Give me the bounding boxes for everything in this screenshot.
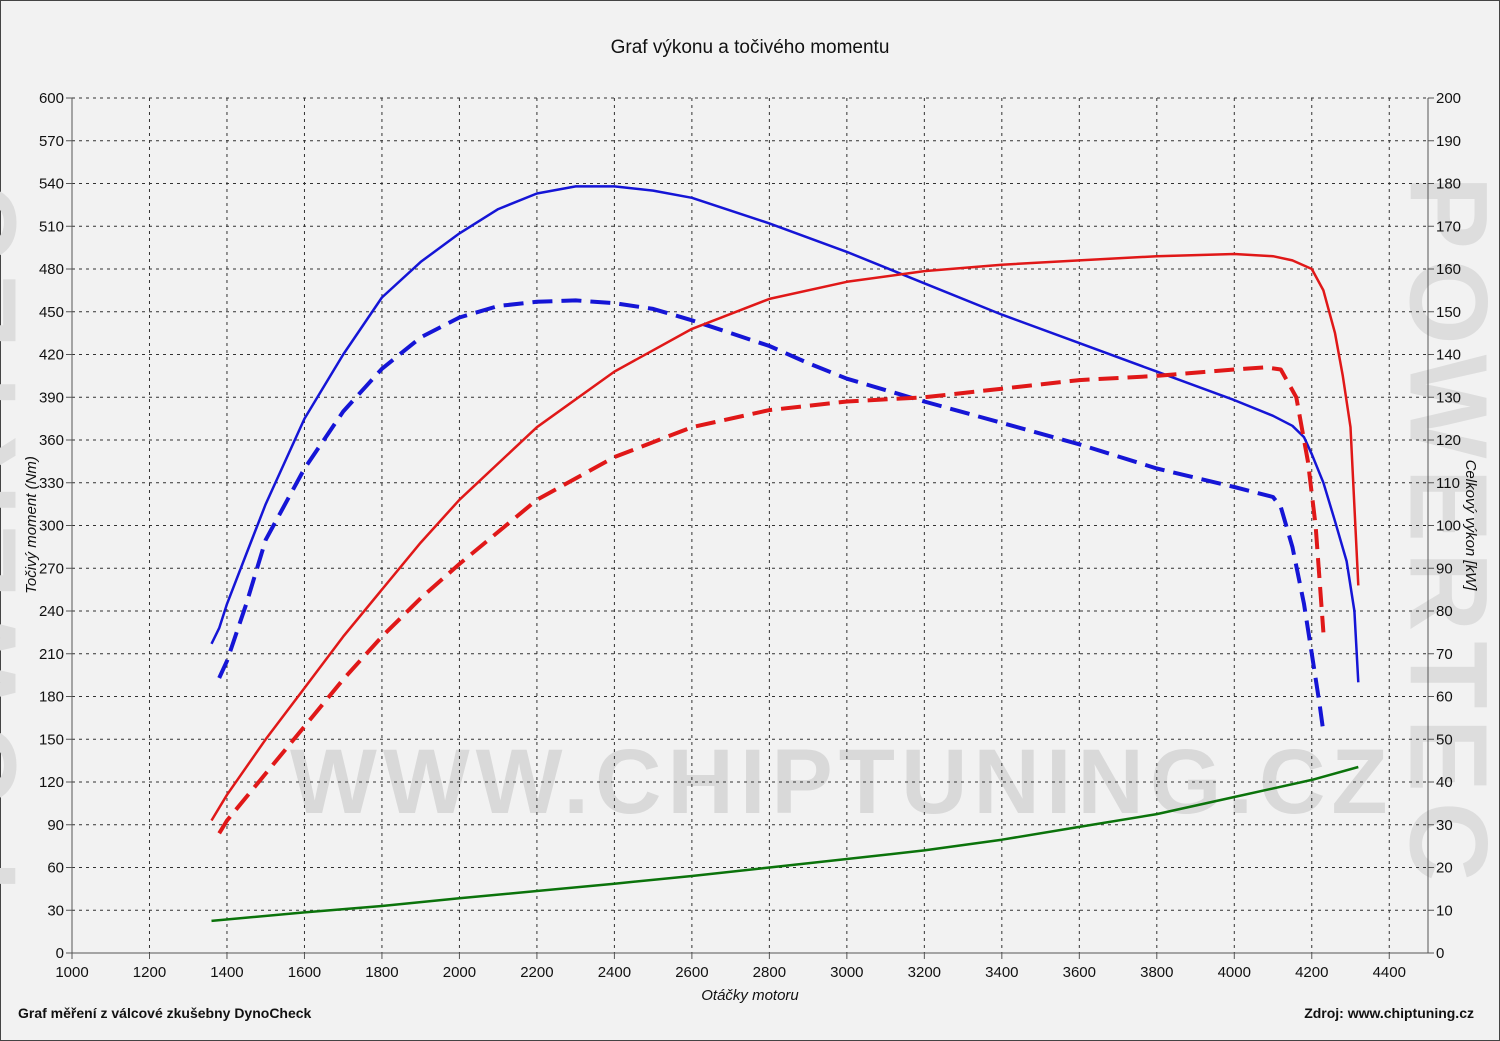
right-y-tick-label: 40 <box>1436 774 1453 791</box>
left-y-tick-label: 180 <box>39 689 64 706</box>
right-y-tick-label: 70 <box>1436 646 1453 663</box>
right-y-tick-label: 30 <box>1436 817 1453 834</box>
left-y-tick-label: 270 <box>39 560 64 577</box>
left-y-tick-label: 450 <box>39 304 64 321</box>
left-y-tick-label: 0 <box>56 945 64 962</box>
left-y-tick-label: 540 <box>39 176 64 193</box>
left-y-tick-label: 420 <box>39 347 64 364</box>
right-y-tick-label: 140 <box>1436 347 1461 364</box>
left-y-tick-label: 300 <box>39 518 64 535</box>
left-y-tick-label: 330 <box>39 475 64 492</box>
right-y-tick-label: 150 <box>1436 304 1461 321</box>
x-tick-label: 2600 <box>675 964 708 981</box>
x-tick-label: 2800 <box>753 964 786 981</box>
x-tick-label: 3600 <box>1063 964 1096 981</box>
x-tick-label: 3800 <box>1140 964 1173 981</box>
right-y-tick-label: 120 <box>1436 432 1461 449</box>
x-tick-label: 1800 <box>365 964 398 981</box>
x-tick-label: 4000 <box>1218 964 1251 981</box>
x-tick-label: 1400 <box>210 964 243 981</box>
torque-stock-line <box>217 298 1326 733</box>
right-y-tick-label: 160 <box>1436 261 1461 278</box>
x-tick-label: 3000 <box>830 964 863 981</box>
chart-title: Graf výkonu a točivého momentu <box>611 37 890 58</box>
x-tick-label: 2400 <box>598 964 631 981</box>
right-y-tick-label: 20 <box>1436 860 1453 877</box>
footer-source-note: Graf měření z válcové zkušebny DynoCheck <box>18 1005 312 1021</box>
left-y-tick-label: 120 <box>39 774 64 791</box>
x-tick-label: 1000 <box>55 964 88 981</box>
x-axis-label: Otáčky motoru <box>701 987 799 1004</box>
right-y-tick-label: 50 <box>1436 731 1453 748</box>
left-y-tick-label: 150 <box>39 731 64 748</box>
right-y-tick-label: 190 <box>1436 133 1461 150</box>
left-y-tick-label: 360 <box>39 432 64 449</box>
loss-power-line <box>211 765 1359 923</box>
x-tick-label: 1600 <box>288 964 321 981</box>
power-stock-line <box>217 365 1326 835</box>
right-y-tick-label: 100 <box>1436 518 1461 535</box>
right-y-tick-label: 110 <box>1436 475 1460 492</box>
x-tick-label: 3400 <box>985 964 1018 981</box>
right-y-tick-label: 180 <box>1436 176 1461 193</box>
right-y-tick-label: 60 <box>1436 689 1453 706</box>
left-y-tick-label: 390 <box>39 389 64 406</box>
left-y-tick-label: 240 <box>39 603 64 620</box>
x-tick-label: 1200 <box>133 964 166 981</box>
right-y-tick-label: 10 <box>1436 902 1453 919</box>
x-tick-label: 3200 <box>908 964 941 981</box>
power-tuned-line <box>210 252 1360 822</box>
x-tick-label: 2000 <box>443 964 476 981</box>
right-y-tick-label: 130 <box>1436 389 1461 406</box>
right-y-tick-label: 80 <box>1436 603 1453 620</box>
right-y-tick-label: 0 <box>1436 945 1444 962</box>
footer-website: Zdroj: www.chiptuning.cz <box>1304 1005 1474 1021</box>
right-y-tick-label: 170 <box>1436 218 1461 235</box>
torque-tuned-line <box>210 185 1360 683</box>
left-y-tick-label: 480 <box>39 261 64 278</box>
right-y-axis-label: Celkový výkon [kW] <box>1462 460 1479 592</box>
x-tick-label: 4200 <box>1295 964 1328 981</box>
left-y-tick-label: 600 <box>39 90 64 107</box>
left-y-tick-label: 570 <box>39 133 64 150</box>
x-tick-label: 2200 <box>520 964 553 981</box>
left-y-tick-label: 510 <box>39 218 64 235</box>
right-y-tick-label: 90 <box>1436 560 1453 577</box>
left-y-tick-label: 90 <box>47 817 64 834</box>
left-y-tick-label: 60 <box>47 860 64 877</box>
left-y-axis-label: Točivý moment (Nm) <box>23 456 40 594</box>
right-y-tick-label: 200 <box>1436 90 1461 107</box>
left-y-tick-label: 210 <box>39 646 64 663</box>
left-y-tick-label: 30 <box>47 902 64 919</box>
x-tick-label: 4400 <box>1373 964 1406 981</box>
